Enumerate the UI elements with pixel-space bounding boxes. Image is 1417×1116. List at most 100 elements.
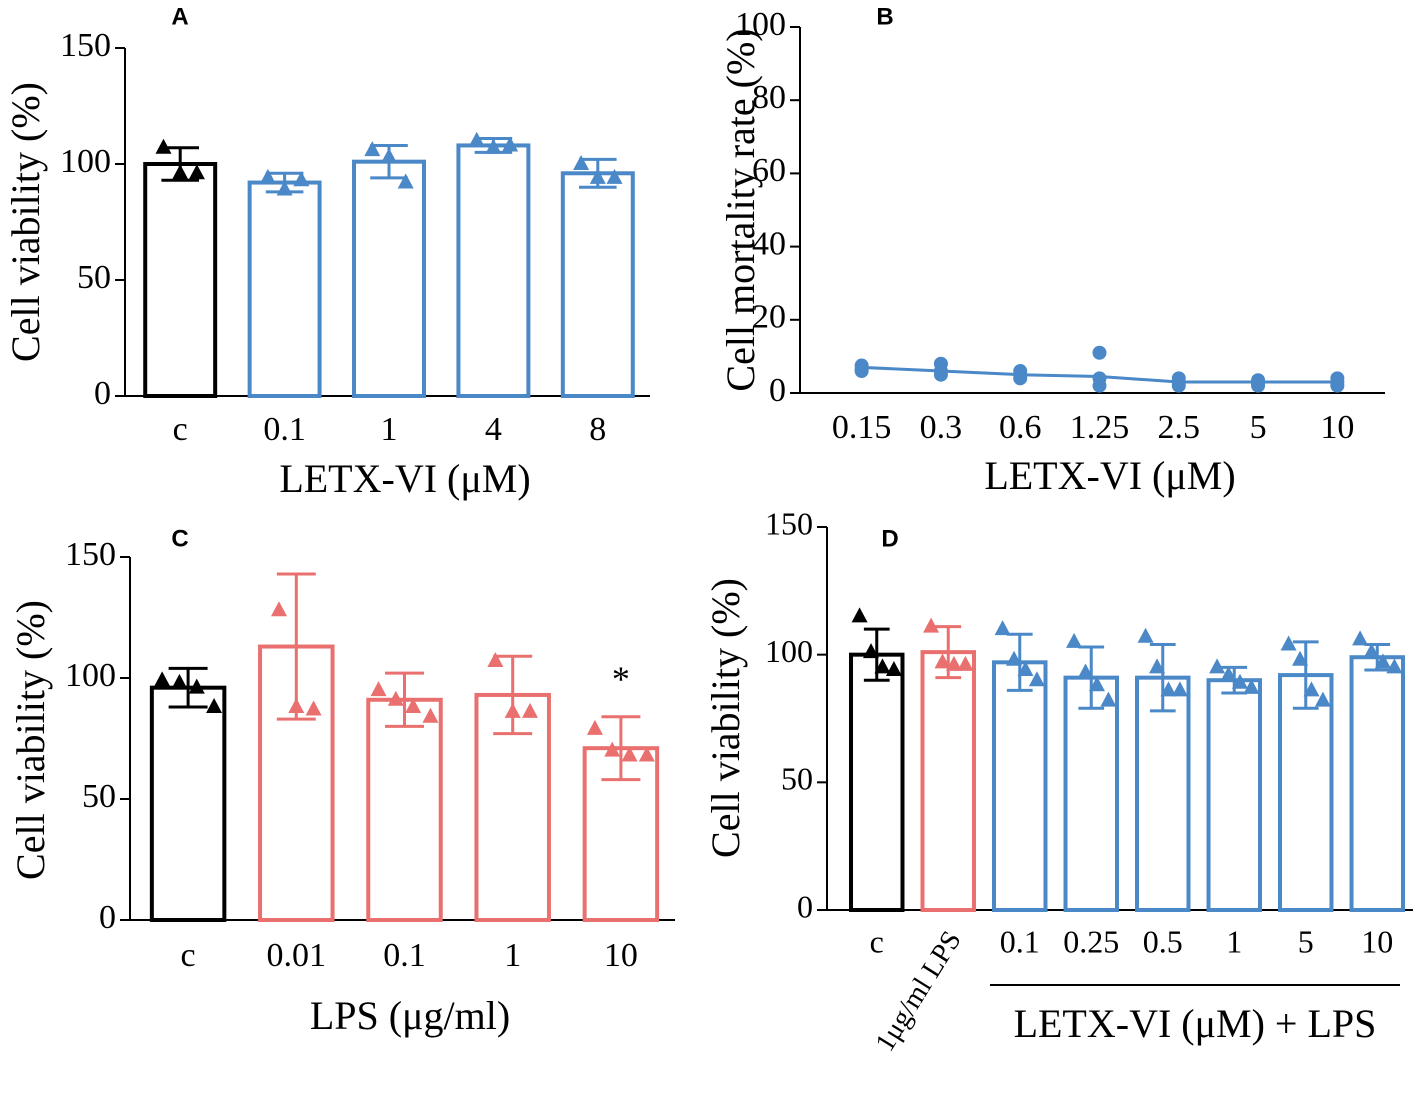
x-tick-label: 5 xyxy=(1298,923,1314,959)
point xyxy=(923,617,940,633)
bar xyxy=(1278,673,1334,912)
y-tick-label: 60 xyxy=(752,152,786,189)
x-tick-label: 1 xyxy=(381,411,398,448)
point xyxy=(1171,681,1188,697)
point xyxy=(934,653,951,669)
x-tick-label: 10 xyxy=(604,937,638,974)
point xyxy=(171,673,188,689)
panel-label: C xyxy=(171,525,188,552)
bar xyxy=(366,697,443,923)
point xyxy=(288,698,305,714)
y-axis-label: Cell viability (%) xyxy=(703,578,748,858)
x-tick-label: 10 xyxy=(1361,923,1393,959)
error-bar xyxy=(1149,642,1176,713)
y-tick-label: 150 xyxy=(60,27,111,64)
y-tick-label: 50 xyxy=(781,761,813,797)
point xyxy=(405,698,422,714)
point xyxy=(863,643,880,659)
point xyxy=(1251,378,1266,393)
panel-label: B xyxy=(876,3,893,30)
point xyxy=(293,171,310,187)
x-tick-label: 10 xyxy=(1320,409,1354,446)
point xyxy=(522,702,539,718)
point xyxy=(1363,643,1380,659)
x-tick-label: 4 xyxy=(485,411,502,448)
point xyxy=(1171,378,1186,393)
point xyxy=(381,148,397,164)
point xyxy=(188,678,205,694)
point xyxy=(994,620,1011,636)
point xyxy=(1330,378,1345,393)
point xyxy=(1088,676,1105,692)
point xyxy=(155,138,172,154)
point xyxy=(188,164,205,180)
point xyxy=(1149,658,1166,674)
y-tick-label: 0 xyxy=(99,899,116,936)
y-axis-label: Cell mortality rate (%) xyxy=(718,28,763,391)
bar xyxy=(149,685,227,922)
point xyxy=(487,652,504,668)
panel-label: A xyxy=(171,3,188,30)
point xyxy=(1386,658,1403,674)
y-tick-label: 0 xyxy=(769,372,786,409)
x-tick-label: 1μg/ml LPS xyxy=(869,926,967,1057)
point xyxy=(485,138,502,154)
point xyxy=(1352,630,1369,646)
y-axis-label: Cell viability (%) xyxy=(3,82,48,362)
point xyxy=(1160,681,1177,697)
x-tick-label: 1 xyxy=(504,937,521,974)
y-tick-label: 100 xyxy=(65,657,116,694)
point xyxy=(276,180,293,196)
point xyxy=(851,607,868,623)
error-bar xyxy=(601,715,641,782)
point xyxy=(259,168,276,184)
point xyxy=(1092,378,1107,393)
x-tick-label: 0.1 xyxy=(263,411,306,448)
y-tick-label: 50 xyxy=(82,778,116,815)
bar xyxy=(992,660,1048,912)
x-tick-label: 0.01 xyxy=(267,937,327,974)
x-tick-label: 0.1 xyxy=(383,937,426,974)
x-tick-label: 0.3 xyxy=(920,409,963,446)
point xyxy=(1231,673,1248,689)
y-tick-label: 40 xyxy=(752,225,786,262)
x-tick-label: 0.5 xyxy=(1143,923,1183,959)
x-tick-label: 0.25 xyxy=(1063,923,1119,959)
y-tick-label: 100 xyxy=(765,633,813,669)
y-tick-label: 0 xyxy=(94,375,111,412)
bar xyxy=(247,180,322,398)
bar xyxy=(143,162,218,398)
point xyxy=(933,367,948,382)
bar xyxy=(1063,675,1119,912)
y-tick-label: 80 xyxy=(752,79,786,116)
bar xyxy=(1349,655,1405,912)
x-axis-label: LPS (μg/ml) xyxy=(310,993,510,1038)
point xyxy=(370,681,387,697)
bar xyxy=(560,171,635,398)
point xyxy=(1006,650,1023,666)
point xyxy=(206,698,223,714)
x-tick-label: 5 xyxy=(1250,409,1267,446)
point xyxy=(1292,650,1309,666)
point xyxy=(1243,678,1260,694)
point xyxy=(1137,627,1154,643)
x-tick-label: 2.5 xyxy=(1158,409,1201,446)
point xyxy=(468,131,485,147)
point xyxy=(305,700,322,716)
bar xyxy=(1135,675,1191,912)
point xyxy=(502,136,519,152)
point xyxy=(589,168,606,184)
error-bar xyxy=(385,671,424,728)
error-bar xyxy=(493,654,533,736)
y-tick-label: 0 xyxy=(797,888,813,924)
point xyxy=(885,660,902,676)
y-tick-label: 50 xyxy=(77,259,111,296)
point xyxy=(364,141,381,157)
bar xyxy=(352,159,426,398)
error-bar xyxy=(276,572,316,721)
point xyxy=(621,746,638,762)
point xyxy=(397,173,414,189)
point xyxy=(387,690,404,706)
point xyxy=(1092,345,1107,360)
